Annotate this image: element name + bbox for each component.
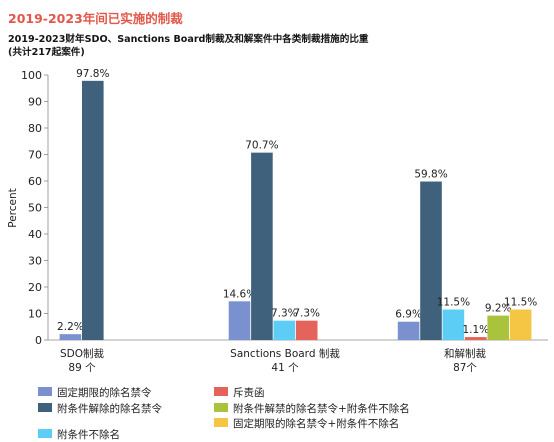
data-label-sanctions-board-fixed-term-debarment: 14.6% xyxy=(223,288,256,300)
category-label-sanctions-board: Sanctions Board 制裁 xyxy=(230,347,340,360)
bar-sanctions-board-fixed-term-debarment xyxy=(228,301,251,340)
category-label-sdo: SDO制裁 xyxy=(60,347,105,360)
legend-label-conditional-release-debarment: 附条件解除的除名禁令 xyxy=(57,402,162,415)
legend-label-conditional-non-debarment: 附条件不除名 xyxy=(57,428,120,441)
y-tick-label: 100 xyxy=(21,69,42,82)
data-label-sanctions-board-letter-of-reprimand: 7.3% xyxy=(293,308,320,320)
y-tick-label: 20 xyxy=(28,281,42,294)
y-tick-label: 0 xyxy=(35,334,42,347)
y-tick-label: 60 xyxy=(28,175,42,188)
data-label-sanctions-board-conditional-release-debarment: 70.7% xyxy=(245,140,278,152)
category-count-sanctions-board: 41 个 xyxy=(271,362,299,374)
bar-settlement-letter-of-reprimand xyxy=(465,337,487,340)
y-tick-label: 10 xyxy=(28,308,42,321)
bar-sdo-fixed-term-debarment xyxy=(59,334,82,340)
y-tick-label: 70 xyxy=(28,149,42,162)
bar-sdo-conditional-release-debarment xyxy=(82,80,104,340)
legend-label-fixed-term-debarment: 固定期限的除名禁令 xyxy=(57,386,152,399)
category-count-settlement: 87个 xyxy=(453,362,477,374)
y-tick-label: 90 xyxy=(28,96,42,109)
data-label-settlement-conditional-non-debarment: 11.5% xyxy=(437,297,470,309)
bar-settlement-cond-release-plus-cond-non-debarment xyxy=(487,315,509,340)
legend-swatch-fixed-term-debarment xyxy=(38,387,52,396)
data-label-sanctions-board-conditional-non-debarment: 7.3% xyxy=(271,308,298,320)
case-count-note: (共计217起案件) xyxy=(8,47,85,58)
legend-swatch-conditional-release-debarment xyxy=(38,403,52,412)
legend-swatch-letter-of-reprimand xyxy=(214,387,228,396)
y-tick-label: 40 xyxy=(28,228,42,241)
category-label-settlement: 和解制裁 xyxy=(444,347,486,360)
data-label-settlement-letter-of-reprimand: 1.1% xyxy=(462,324,489,336)
legend-label-fixed-term-plus-cond-non-debarment: 固定期限的除名禁令+附条件不除名 xyxy=(233,417,399,430)
y-axis-label: Percent xyxy=(7,188,19,228)
legend-swatch-conditional-non-debarment xyxy=(38,429,52,438)
bar-sanctions-board-letter-of-reprimand xyxy=(295,320,318,340)
legend-swatch-fixed-term-plus-cond-non-debarment xyxy=(214,418,228,427)
y-tick-label: 30 xyxy=(28,255,42,268)
bar-sanctions-board-conditional-non-debarment xyxy=(273,320,296,340)
bar-settlement-fixed-term-plus-cond-non-debarment xyxy=(509,309,532,340)
data-label-sdo-fixed-term-debarment: 2.2% xyxy=(57,321,84,333)
bar-sanctions-board-conditional-release-debarment xyxy=(251,152,273,340)
data-label-settlement-fixed-term-plus-cond-non-debarment: 11.5% xyxy=(504,297,537,309)
data-label-settlement-conditional-release-debarment: 59.8% xyxy=(414,169,447,181)
category-count-sdo: 89 个 xyxy=(68,362,96,374)
bar-settlement-conditional-non-debarment xyxy=(442,309,465,340)
legend-label-cond-release-plus-cond-non-debarment: 附条件解禁的除名禁令+附条件不除名 xyxy=(233,402,410,415)
y-tick-label: 50 xyxy=(28,202,42,215)
data-label-sdo-conditional-release-debarment: 97.8% xyxy=(76,68,109,80)
chart-title: 2019-2023年间已实施的制裁 xyxy=(8,11,183,26)
legend-swatch-cond-release-plus-cond-non-debarment xyxy=(214,403,228,412)
bar-settlement-conditional-release-debarment xyxy=(420,181,442,340)
y-tick-label: 80 xyxy=(28,122,42,135)
data-label-settlement-cond-release-plus-cond-non-debarment: 9.2% xyxy=(485,303,512,315)
data-label-settlement-fixed-term-debarment: 6.9% xyxy=(395,309,422,321)
bar-settlement-fixed-term-debarment xyxy=(397,321,420,340)
legend-label-letter-of-reprimand: 斥责函 xyxy=(233,386,265,399)
chart-subtitle: 2019-2023财年SDO、Sanctions Board制裁及和解案件中各类… xyxy=(8,34,369,45)
